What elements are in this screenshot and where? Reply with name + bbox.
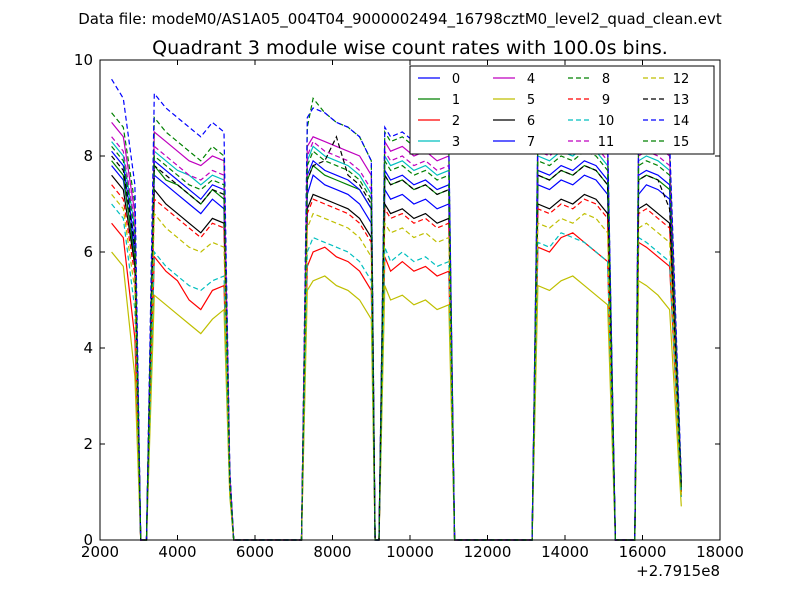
x-offset-label: +2.7915e8: [636, 562, 720, 580]
legend-label-7: 7: [527, 135, 535, 150]
x-axis: 2000 4000 6000 8000 10000 12000 14000 16000 1800…: [81, 60, 744, 561]
x-tick-label: 12000: [464, 543, 512, 561]
x-tick-label: 18000: [696, 543, 744, 561]
legend-label-9: 9: [602, 93, 610, 108]
x-tick-label: 4000: [158, 543, 196, 561]
legend-box: [409, 65, 715, 155]
legend-label-2: 2: [452, 114, 460, 129]
series-line-2: [111, 222, 682, 541]
series-line-10: [111, 203, 682, 541]
legend-label-11: 11: [598, 135, 615, 150]
legend-label-1: 1: [452, 93, 460, 108]
x-tick-label: 2000: [81, 543, 119, 561]
legend-label-13: 13: [673, 93, 690, 108]
legend-label-0: 0: [452, 72, 460, 87]
legend-label-15: 15: [673, 135, 690, 150]
series-line-12: [111, 194, 682, 541]
y-tick-label: 10: [74, 51, 93, 69]
x-tick-label: 14000: [541, 543, 589, 561]
legend-label-14: 14: [673, 114, 690, 129]
y-tick-label: 4: [83, 339, 93, 357]
legend-label-6: 6: [527, 114, 535, 129]
legend-label-12: 12: [673, 72, 690, 87]
x-tick-label: 16000: [619, 543, 667, 561]
series-line-1: [111, 160, 682, 541]
series-line-6: [111, 174, 682, 541]
series-line-0: [111, 165, 682, 541]
legend-label-4: 4: [527, 72, 535, 87]
series-line-7: [111, 150, 682, 541]
series-line-13: [111, 135, 682, 541]
x-tick-label: 8000: [313, 543, 351, 561]
y-tick-label: 0: [83, 531, 93, 549]
y-tick-label: 8: [83, 147, 93, 165]
legend-label-8: 8: [602, 72, 610, 87]
series-line-9: [111, 184, 682, 541]
data-file-header: Data file: modeM0/AS1A05_004T04_90000024…: [78, 10, 722, 29]
legend-label-5: 5: [527, 93, 535, 108]
series-line-5: [111, 251, 682, 541]
y-tick-label: 6: [83, 243, 93, 261]
series-line-15: [111, 146, 682, 541]
chart-title: Quadrant 3 module wise count rates with …: [152, 37, 668, 59]
legend-label-3: 3: [452, 135, 460, 150]
legend-label-10: 10: [598, 114, 615, 129]
x-tick-label: 10000: [386, 543, 434, 561]
x-tick-label: 6000: [236, 543, 274, 561]
y-tick-label: 2: [83, 435, 93, 453]
